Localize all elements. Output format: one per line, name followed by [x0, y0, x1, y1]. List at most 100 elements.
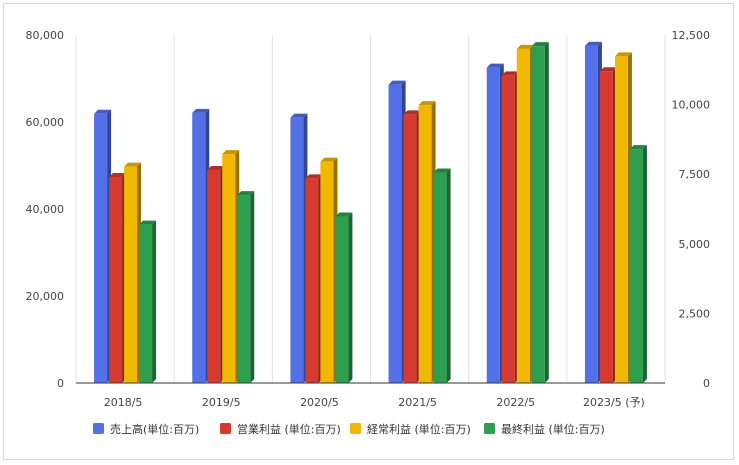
bar-top	[486, 63, 504, 68]
bar-top	[418, 101, 436, 106]
bar-front	[192, 112, 206, 384]
bar-front	[335, 216, 349, 383]
bar-front	[584, 45, 598, 383]
bar-front	[486, 67, 500, 383]
bars	[94, 41, 647, 384]
bar-2-2023/5 (予)	[599, 67, 617, 383]
y-right-tick-label: 10,000	[672, 99, 711, 112]
bar-side	[446, 168, 451, 383]
bar-front	[599, 71, 613, 383]
bar-front	[290, 117, 304, 384]
bar-front	[237, 195, 251, 383]
bar-1-2020/5	[290, 113, 308, 384]
bar-side	[250, 191, 255, 383]
bar-top	[599, 67, 617, 72]
y-left-tick-label: 80,000	[26, 29, 65, 42]
x-tick-label: 2021/5	[398, 396, 437, 409]
bar-2-2018/5	[109, 172, 127, 383]
bar-side	[348, 212, 353, 383]
x-tick-label: 2022/5	[496, 396, 535, 409]
bar-top	[290, 113, 308, 118]
legend-swatch	[350, 423, 361, 434]
legend-label: 経常利益 (単位:百万)	[367, 422, 471, 436]
bar-top	[94, 109, 112, 114]
legend-label: 売上高(単位:百万)	[110, 422, 199, 436]
bar-top	[109, 172, 127, 177]
bar-2-2020/5	[305, 174, 323, 383]
y-right-tick-label: 2,500	[679, 307, 711, 320]
y-right-tick-label: 12,500	[672, 29, 711, 42]
bar-1-2019/5	[192, 108, 210, 384]
bar-top	[501, 71, 519, 76]
legend-item-2: 営業利益 (単位:百万)	[220, 422, 341, 436]
bar-side	[642, 145, 647, 383]
y-right-tick-label: 7,500	[679, 168, 711, 181]
legend-label: 営業利益 (単位:百万)	[237, 422, 341, 436]
bar-front	[516, 48, 530, 384]
bar-top	[124, 162, 142, 167]
bar-top	[584, 41, 602, 46]
legend-item-3: 経常利益 (単位:百万)	[350, 422, 471, 436]
bar-1-2022/5	[486, 63, 504, 383]
bar-3-2021/5	[418, 101, 436, 383]
bar-top	[222, 150, 240, 155]
y-left-tick-label: 40,000	[26, 203, 65, 216]
y-left-tick-label: 60,000	[26, 116, 65, 129]
x-tick-label: 2018/5	[104, 396, 143, 409]
bar-top	[403, 110, 421, 115]
grid-lines	[75, 35, 666, 383]
x-tick-label: 2019/5	[202, 396, 241, 409]
bar-3-2020/5	[320, 157, 338, 383]
y-left-tick-label: 0	[57, 377, 64, 390]
bar-top	[433, 168, 451, 173]
legend-swatch	[93, 423, 104, 434]
bar-top	[614, 52, 632, 57]
bar-3-2022/5	[516, 44, 534, 384]
bar-front	[629, 149, 643, 383]
bar-front	[305, 178, 319, 383]
bar-front	[320, 161, 334, 383]
bar-top	[320, 157, 338, 162]
bar-top	[139, 220, 157, 225]
bar-4-2019/5	[237, 191, 255, 383]
bar-top	[237, 191, 255, 196]
y-right-tick-label: 0	[703, 377, 710, 390]
bar-4-2023/5 (予)	[629, 145, 647, 383]
y-left-tick-label: 20,000	[26, 290, 65, 303]
bar-2-2021/5	[403, 110, 421, 384]
axes: 0 20,000 40,000 60,000 80,000 0 2,500 5,000 7,50…	[26, 29, 711, 409]
bar-front	[531, 46, 545, 384]
bar-2-2019/5	[207, 166, 225, 383]
bar-1-2018/5	[94, 109, 112, 384]
bar-front	[124, 166, 138, 383]
x-tick-label: 2023/5 (予)	[583, 396, 645, 409]
bar-4-2020/5	[335, 212, 353, 383]
bar-front	[109, 176, 123, 383]
legend-swatch	[220, 423, 231, 434]
bar-1-2023/5 (予)	[584, 41, 602, 383]
bar-top	[531, 42, 549, 47]
legend-label: 最終利益 (単位:百万)	[501, 422, 605, 436]
bar-top	[305, 174, 323, 179]
bar-front	[614, 56, 628, 383]
bar-front	[501, 75, 515, 384]
bar-top	[388, 80, 406, 85]
y-right-tick-label: 5,000	[679, 238, 711, 251]
bar-3-2023/5 (予)	[614, 52, 632, 384]
x-tick-label: 2020/5	[300, 396, 339, 409]
bar-4-2021/5	[433, 168, 451, 383]
bar-front	[403, 114, 417, 384]
bar-top	[335, 212, 353, 217]
legend-swatch	[484, 423, 495, 434]
bar-top	[207, 166, 225, 171]
bar-side	[544, 42, 549, 384]
bar-side	[152, 220, 157, 383]
bar-front	[388, 84, 402, 383]
bar-top	[192, 108, 210, 113]
bar-2-2022/5	[501, 71, 519, 384]
bar-front	[139, 224, 153, 383]
bar-4-2022/5	[531, 42, 549, 384]
bar-front	[94, 113, 108, 384]
bar-front	[207, 170, 221, 383]
